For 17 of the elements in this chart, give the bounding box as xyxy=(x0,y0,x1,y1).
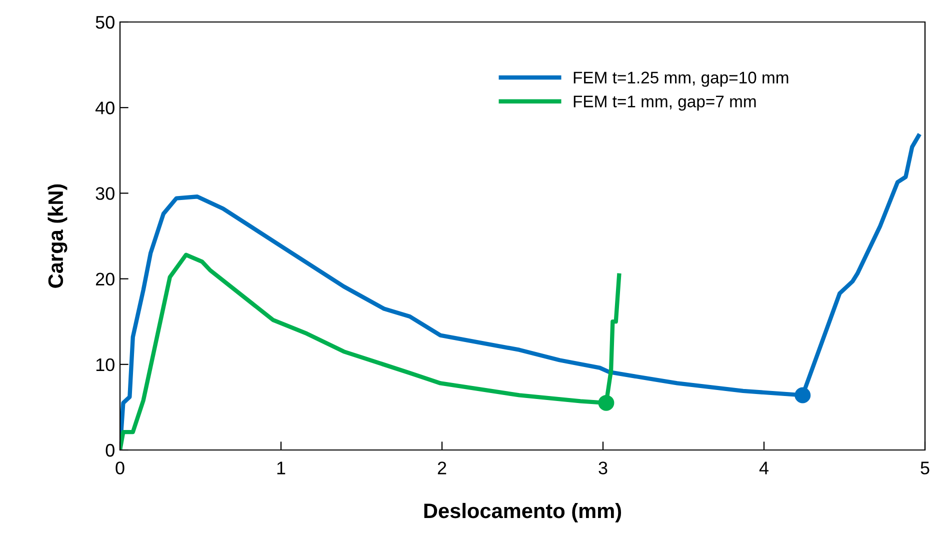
legend-label: FEM t=1 mm, gap=7 mm xyxy=(574,96,756,111)
y-tick-label: 10 xyxy=(96,358,114,372)
y-tick-label: 30 xyxy=(96,187,114,200)
y-tick-label: 20 xyxy=(96,272,114,286)
x-tick-label: 3 xyxy=(598,462,608,474)
x-tick-label: 4 xyxy=(759,462,768,474)
y-axis-title: Carga (kN) xyxy=(48,184,68,288)
y-tick-label: 0 xyxy=(106,444,114,457)
x-tick-label: 0 xyxy=(116,462,124,474)
x-tick-label: 2 xyxy=(438,462,446,474)
x-tick-label: 1 xyxy=(277,462,286,474)
x-axis-title: Deslocamento (mm) xyxy=(424,502,622,522)
y-tick-label: 50 xyxy=(96,16,114,29)
line-series xyxy=(120,252,622,450)
y-tick-label: 40 xyxy=(95,102,114,114)
legend-label: FEM t=1.25 mm, gap=10 mm xyxy=(574,72,788,87)
x-tick-label: 5 xyxy=(920,462,930,474)
